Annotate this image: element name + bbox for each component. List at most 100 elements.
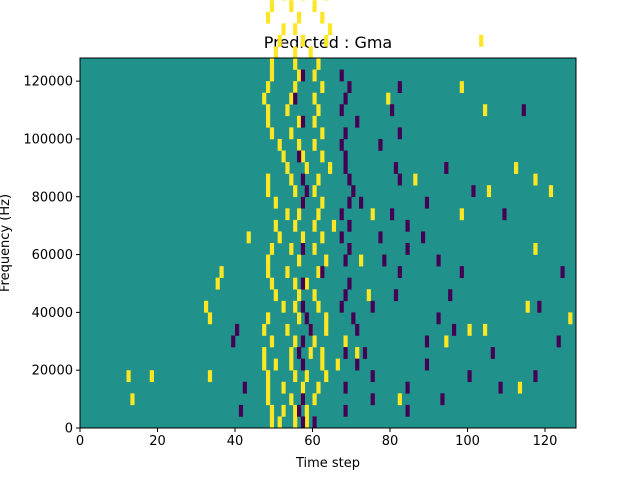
heatmap-cell-low	[339, 231, 344, 244]
heatmap-cell-high	[281, 381, 286, 394]
heatmap-cell-high	[149, 370, 154, 383]
plot-frame	[79, 57, 577, 429]
heatmap-cell-low	[351, 312, 356, 325]
heatmap-cell-high	[269, 335, 275, 348]
heatmap-cell-low	[242, 381, 247, 394]
heatmap-background	[80, 58, 576, 428]
heatmap-cell-high	[297, 312, 302, 325]
heatmap-cell-high	[300, 34, 306, 47]
heatmap-cell-high	[370, 208, 375, 221]
heatmap-cell-high	[312, 243, 317, 255]
heatmap-cell-high	[281, 23, 286, 36]
heatmap-cell-high	[312, 92, 317, 105]
heatmap-cell-low	[452, 323, 457, 336]
heatmap-cell-low	[355, 115, 360, 128]
y-tick-label: 80000	[32, 190, 73, 205]
heatmap-cell-high	[320, 11, 325, 24]
heatmap-cell-high	[312, 335, 317, 348]
heatmap-cell-high	[308, 46, 313, 59]
heatmap-cell-high	[262, 358, 267, 371]
heatmap-cell-high	[285, 323, 290, 336]
heatmap-cell-high	[289, 243, 294, 255]
heatmap-cell-low	[343, 289, 348, 302]
heatmap-cell-high	[219, 266, 224, 278]
heatmap-cell-low	[397, 127, 402, 140]
y-tick-label: 120000	[23, 75, 73, 90]
heatmap-cell-high	[130, 393, 135, 406]
heatmap-cell-low	[300, 115, 306, 128]
heatmap-cell-high	[386, 92, 391, 105]
y-tick-label: 0	[65, 422, 73, 437]
heatmap-cell-low	[312, 416, 317, 429]
heatmap-cell-high	[293, 185, 298, 198]
heatmap-cell-high	[266, 185, 271, 198]
heatmap-cell-low	[339, 138, 344, 151]
x-tick-label: 20	[149, 434, 166, 449]
heatmap-cell-low	[238, 404, 244, 417]
heatmap-cell-low	[304, 185, 309, 198]
heatmap-cell-high	[207, 370, 213, 383]
heatmap-cell-high	[281, 404, 286, 417]
heatmap-cell-high	[293, 416, 298, 429]
heatmap-cell-high	[266, 81, 271, 93]
heatmap-cell-low	[343, 92, 348, 105]
heatmap-cell-high	[269, 404, 275, 417]
heatmap-cell-low	[300, 69, 306, 82]
heatmap-cell-low	[343, 127, 348, 140]
heatmap-cell-low	[397, 173, 402, 186]
heatmap-cell-high	[533, 173, 538, 186]
heatmap-cell-high	[312, 289, 317, 302]
heatmap-cell-high	[343, 335, 348, 348]
heatmap-cell-low	[424, 358, 430, 371]
heatmap-cell-high	[312, 138, 317, 151]
heatmap-cell-high	[316, 266, 321, 278]
heatmap-cell-high	[293, 58, 298, 70]
heatmap-cell-high	[266, 266, 271, 278]
heatmap-cell-low	[300, 196, 306, 209]
y-tick-label: 20000	[32, 364, 73, 379]
heatmap-cell-high	[324, 34, 329, 47]
x-tick-label: 0	[76, 434, 84, 449]
heatmap-cell-high	[316, 381, 321, 394]
x-tick-label: 80	[382, 434, 399, 449]
heatmap-cell-high	[215, 277, 220, 290]
heatmap-cell-high	[293, 81, 298, 93]
heatmap-cell-high	[300, 150, 306, 163]
heatmap-cell-low	[405, 381, 410, 394]
heatmap-cell-high	[273, 219, 278, 232]
heatmap-cell-low	[390, 104, 395, 117]
heatmap-cell-high	[459, 81, 464, 93]
heatmap-cell-high	[293, 370, 298, 383]
heatmap-cell-low	[347, 277, 352, 290]
heatmap-cell-high	[277, 416, 282, 429]
heatmap-cell-high	[273, 196, 278, 209]
heatmap-cell-high	[269, 416, 275, 429]
heatmap-cell-low	[490, 347, 495, 359]
x-axis: 0 20 40 60 80 100 120	[76, 428, 557, 449]
heatmap-cell-high	[273, 289, 278, 302]
heatmap-cell-low	[300, 173, 306, 186]
heatmap-cell-high	[312, 185, 317, 198]
heatmap-cell-low	[405, 219, 410, 232]
heatmap-cell-high	[285, 208, 290, 221]
heatmap-cell-low	[343, 150, 348, 163]
heatmap-cell-high	[328, 162, 333, 174]
heatmap-cell-high	[297, 254, 302, 267]
heatmap-cell-low	[560, 266, 565, 278]
heatmap-cell-high	[548, 185, 554, 198]
heatmap-cell-high	[533, 243, 538, 255]
heatmap-cell-low	[351, 185, 356, 198]
heatmap-cell-high	[281, 150, 286, 163]
heatmap-cell-high	[316, 58, 321, 70]
heatmap-cell-high	[293, 46, 298, 59]
heatmap-cell-high	[277, 231, 282, 244]
heatmap-cell-high	[304, 404, 309, 417]
heatmap-cell-high	[320, 347, 325, 359]
heatmap-cell-high	[293, 23, 298, 36]
heatmap-cell-low	[297, 347, 302, 359]
heatmap-cell-high	[266, 115, 271, 128]
heatmap-cell-low	[424, 335, 430, 348]
heatmap-cell-low	[300, 300, 306, 313]
heatmap-cell-high	[277, 138, 282, 151]
heatmap-cell-low	[359, 196, 364, 209]
